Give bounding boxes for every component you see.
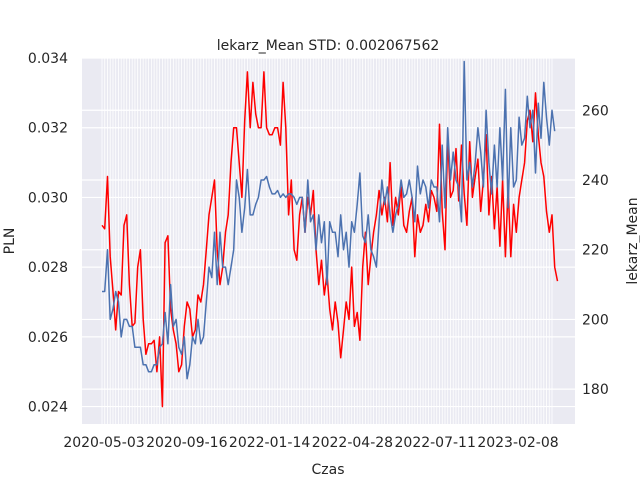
chart-title: lekarz_Mean STD: 0.002067562 bbox=[217, 38, 440, 54]
y-tick-label-right: 240 bbox=[582, 173, 609, 189]
y-axis-label-left: PLN bbox=[2, 228, 18, 255]
x-tick-label: 2023-02-08 bbox=[477, 435, 558, 451]
y-tick-label-right: 260 bbox=[582, 103, 609, 119]
y-tick-label-left: 0.024 bbox=[28, 400, 68, 416]
series-line-left bbox=[101, 71, 559, 408]
x-tick-label: 2022-01-14 bbox=[229, 435, 310, 451]
y-axis-label-right: lekarz_Mean bbox=[625, 197, 640, 284]
x-tick-label: 2022-04-28 bbox=[312, 435, 393, 451]
series-layer bbox=[101, 60, 559, 408]
y-tick-label-left: 0.026 bbox=[28, 330, 68, 346]
x-axis-label: Czas bbox=[312, 462, 345, 478]
tick-labels: 0.024 0.026 0.028 0.030 0.032 0.034 180 200 220 2… bbox=[28, 51, 609, 451]
y-tick-label-left: 0.030 bbox=[28, 190, 68, 206]
y-tick-label-right: 220 bbox=[582, 243, 609, 259]
x-tick-label: 2020-05-03 bbox=[63, 435, 144, 451]
y-tick-label-right: 180 bbox=[582, 382, 609, 398]
x-tick-label: 2020-09-16 bbox=[146, 435, 227, 451]
y-tick-label-left: 0.034 bbox=[28, 51, 68, 67]
y-tick-label-left: 0.028 bbox=[28, 260, 68, 276]
y-tick-label-left: 0.032 bbox=[28, 121, 68, 137]
series-line-right bbox=[102, 60, 556, 380]
y-tick-label-right: 200 bbox=[582, 312, 609, 328]
x-tick-label: 2022-07-11 bbox=[395, 435, 476, 451]
